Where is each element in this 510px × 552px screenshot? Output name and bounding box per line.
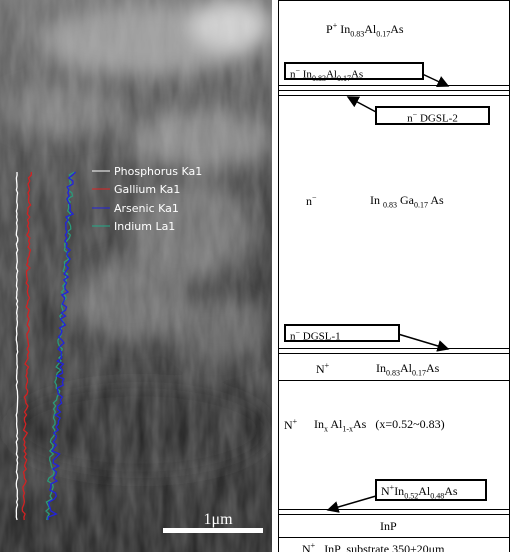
- t: As: [426, 361, 439, 375]
- t: 0.83: [350, 29, 364, 38]
- t: 0.17: [414, 200, 428, 209]
- figure: Phosphorus Ka1 Gallium Ka1 Arsenic Ka1 I…: [0, 0, 510, 552]
- t: 1-x: [342, 424, 353, 433]
- t: +: [293, 417, 298, 426]
- callout: n− DGSL-2: [375, 106, 490, 125]
- layer-label: N+: [316, 362, 329, 375]
- t: Ga: [397, 193, 414, 207]
- t: N: [302, 542, 311, 552]
- layer-label: In0.83Al0.17As: [376, 362, 439, 377]
- t: 0.83: [312, 74, 326, 83]
- layer-label: N+: [284, 418, 297, 431]
- arrow: [398, 334, 448, 349]
- t: As (x=0.52~0.83): [353, 417, 445, 431]
- t: N: [316, 362, 325, 376]
- t: 0.83: [386, 368, 400, 377]
- t: In: [337, 22, 350, 36]
- t: In: [314, 417, 324, 431]
- t: N: [284, 418, 293, 432]
- t: In: [370, 193, 383, 207]
- t: 0.17: [376, 29, 390, 38]
- t: DGSL-2: [417, 113, 458, 125]
- t: As: [444, 484, 457, 498]
- t: As: [428, 193, 444, 207]
- t: 0.48: [430, 491, 444, 500]
- t: DGSL-1: [300, 331, 341, 343]
- arrow: [348, 97, 376, 112]
- layer-label: In 0.83 Ga0.17 As: [370, 194, 444, 209]
- legend-entry: Indium La1: [114, 220, 175, 233]
- arrow: [328, 496, 376, 510]
- t: −: [312, 193, 317, 202]
- t: As: [390, 22, 403, 36]
- t: Al: [418, 484, 430, 498]
- callout: n− In0.83Al0.17As: [284, 62, 424, 80]
- layer-label: Inx Al1-xAs (x=0.52~0.83): [314, 418, 445, 433]
- noise: [0, 0, 272, 552]
- legend-entry: Phosphorus Ka1: [114, 165, 202, 178]
- t: N: [381, 484, 390, 498]
- tem-image: Phosphorus Ka1 Gallium Ka1 Arsenic Ka1 I…: [0, 0, 272, 552]
- callout: N+In0.52Al0.48As: [375, 479, 487, 501]
- t: In: [394, 484, 404, 498]
- callout: n− DGSL-1: [284, 324, 400, 342]
- t: In: [376, 361, 386, 375]
- t: 0.83: [383, 200, 397, 209]
- t: InP substrate 350±20μm: [315, 542, 444, 552]
- t: 0.17: [337, 74, 351, 83]
- legend-entry: Arsenic Ka1: [114, 202, 179, 215]
- t: Al: [364, 22, 376, 36]
- layer-diagram: P+ In0.83Al0.17As n− In0.83Al0.17As n− D…: [278, 0, 510, 552]
- legend-entry: Gallium Ka1: [114, 183, 180, 196]
- layer-label: n−: [306, 194, 317, 207]
- t: Al: [400, 361, 412, 375]
- t: Al: [326, 69, 337, 81]
- t: P: [326, 22, 333, 36]
- t: Al: [328, 417, 342, 431]
- t: As: [351, 69, 363, 81]
- layer-label: N+ InP substrate 350±20μm: [302, 542, 444, 552]
- scale-label: 1μm: [203, 511, 233, 528]
- t: In: [300, 69, 312, 81]
- t: +: [325, 361, 330, 370]
- t: 0.17: [412, 368, 426, 377]
- scale-bar: [163, 528, 263, 533]
- t: InP: [380, 519, 397, 533]
- layer-label: P+ In0.83Al0.17As: [326, 22, 404, 38]
- layer-label: InP: [380, 520, 397, 532]
- t: 0.52: [404, 491, 418, 500]
